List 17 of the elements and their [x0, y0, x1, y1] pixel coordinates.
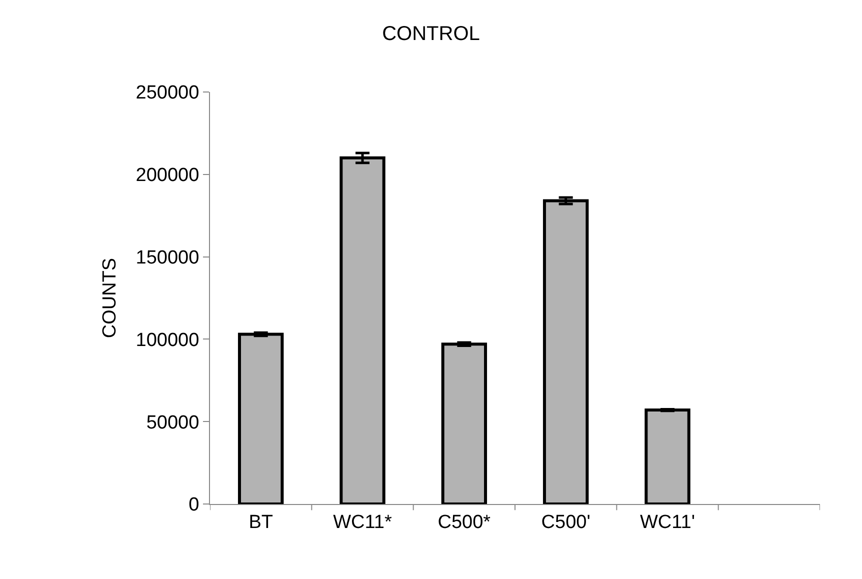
x-tick-label: C500*: [438, 512, 492, 533]
bar: [542, 199, 589, 504]
x-tick-label: BT: [248, 512, 274, 533]
y-tick-label: 100000: [136, 330, 200, 351]
y-tick-label: 0: [188, 494, 200, 516]
y-tick-label: 150000: [136, 247, 200, 268]
bar: [441, 342, 488, 504]
x-tick-label: WC11': [640, 512, 696, 533]
y-tick-label: 200000: [136, 165, 200, 186]
y-tick-label: 50000: [146, 412, 200, 434]
y-tick-label: 250000: [136, 82, 200, 104]
bar: [238, 332, 284, 504]
x-tick-label: WC11*: [333, 512, 392, 533]
chart-title: CONTROL: [382, 23, 480, 46]
bar: [644, 408, 690, 504]
y-axis-title: COUNTS: [100, 258, 121, 338]
x-tick-label: C500': [541, 512, 590, 533]
